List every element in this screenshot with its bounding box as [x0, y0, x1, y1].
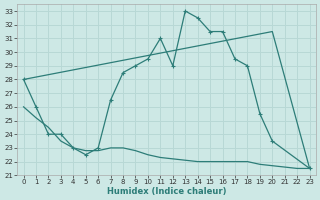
- X-axis label: Humidex (Indice chaleur): Humidex (Indice chaleur): [107, 187, 226, 196]
